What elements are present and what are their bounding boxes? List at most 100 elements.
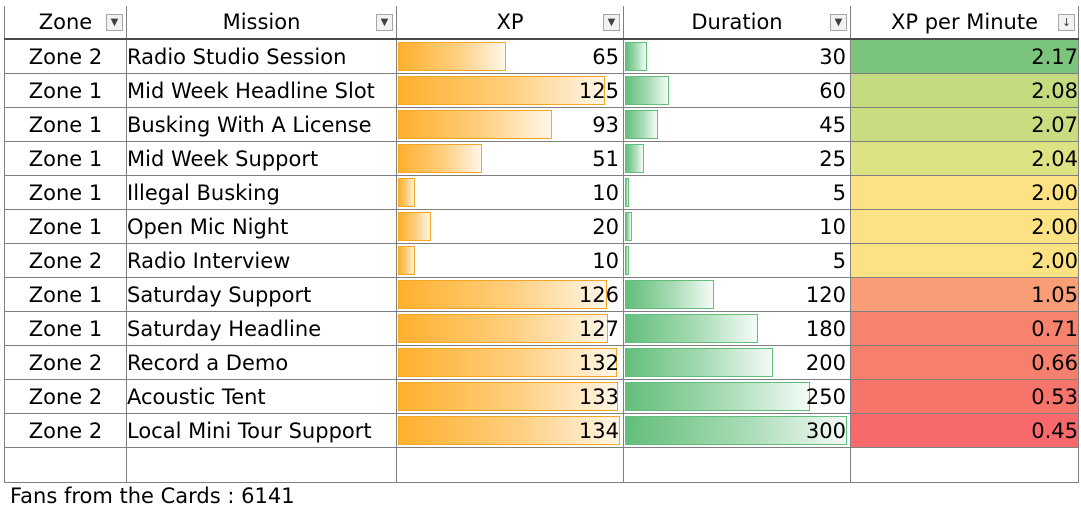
- xp-cell[interactable]: 133: [396, 379, 624, 414]
- duration-cell[interactable]: 5: [623, 175, 851, 210]
- duration-data-bar: [625, 382, 810, 411]
- xp-cell[interactable]: 10: [396, 243, 624, 278]
- xp-cell[interactable]: 127: [396, 311, 624, 346]
- duration-cell[interactable]: 10: [623, 209, 851, 244]
- duration-cell[interactable]: 30: [623, 38, 851, 74]
- xp-cell-value: 133: [578, 384, 619, 409]
- empty-cell[interactable]: [4, 447, 127, 483]
- xp-cell[interactable]: 51: [396, 141, 624, 176]
- xp-cell-value: 125: [578, 78, 619, 103]
- missions-table: Zone ▼ Mission ▼ XP ▼ Duration ▼ XP per …: [4, 6, 1079, 483]
- table-row: Zone 2 Radio Interview 10 5 2.00: [4, 243, 1079, 278]
- duration-cell-value: 10: [819, 214, 846, 239]
- duration-cell[interactable]: 180: [623, 311, 851, 346]
- mission-cell[interactable]: Saturday Support: [126, 277, 397, 312]
- duration-cell-value: 250: [805, 384, 846, 409]
- xp-data-bar: [398, 110, 552, 139]
- xp-per-minute-cell[interactable]: 2.00: [850, 243, 1079, 278]
- xp-cell-value: 134: [578, 418, 619, 443]
- zone-cell[interactable]: Zone 2: [4, 413, 127, 448]
- mission-cell[interactable]: Busking With A License: [126, 107, 397, 142]
- xp-data-bar: [398, 416, 620, 445]
- xp-per-minute-cell[interactable]: 0.71: [850, 311, 1079, 346]
- xp-per-minute-cell[interactable]: 0.66: [850, 345, 1079, 380]
- zone-cell[interactable]: Zone 2: [4, 379, 127, 414]
- xp-cell[interactable]: 126: [396, 277, 624, 312]
- zone-cell[interactable]: Zone 1: [4, 141, 127, 176]
- duration-cell[interactable]: 25: [623, 141, 851, 176]
- xp-data-bar: [398, 314, 608, 343]
- mission-cell[interactable]: Mid Week Support: [126, 141, 397, 176]
- xp-cell[interactable]: 20: [396, 209, 624, 244]
- filter-dropdown-icon[interactable]: ▼: [376, 14, 393, 31]
- xp-data-bar: [398, 382, 618, 411]
- duration-cell[interactable]: 60: [623, 73, 851, 108]
- xp-per-minute-cell[interactable]: 0.53: [850, 379, 1079, 414]
- table-row: Zone 1 Saturday Headline 127 180 0.71: [4, 311, 1079, 346]
- duration-cell[interactable]: 200: [623, 345, 851, 380]
- xp-per-minute-cell[interactable]: 1.05: [850, 277, 1079, 312]
- xp-data-bar: [398, 348, 617, 377]
- duration-cell-value: 120: [805, 282, 846, 307]
- xp-per-minute-header-label: XP per Minute: [890, 10, 1038, 34]
- mission-cell[interactable]: Open Mic Night: [126, 209, 397, 244]
- duration-cell[interactable]: 120: [623, 277, 851, 312]
- duration-data-bar: [625, 76, 669, 105]
- duration-data-bar: [625, 110, 658, 139]
- xp-cell[interactable]: 125: [396, 73, 624, 108]
- duration-cell[interactable]: 300: [623, 413, 851, 448]
- duration-cell-value: 60: [819, 78, 846, 103]
- xp-per-minute-cell[interactable]: 2.00: [850, 175, 1079, 210]
- xp-cell[interactable]: 65: [396, 38, 624, 74]
- xp-cell[interactable]: 93: [396, 107, 624, 142]
- xp-data-bar: [398, 178, 415, 207]
- zone-cell[interactable]: Zone 1: [4, 175, 127, 210]
- duration-data-bar: [625, 42, 647, 71]
- xp-data-bar: [398, 76, 605, 105]
- xp-per-minute-cell[interactable]: 2.17: [850, 38, 1079, 74]
- xp-data-bar: [398, 246, 415, 275]
- zone-cell[interactable]: Zone 1: [4, 73, 127, 108]
- zone-cell[interactable]: Zone 2: [4, 345, 127, 380]
- mission-cell[interactable]: Illegal Busking: [126, 175, 397, 210]
- empty-cell[interactable]: [623, 447, 851, 483]
- duration-cell[interactable]: 5: [623, 243, 851, 278]
- mission-cell[interactable]: Saturday Headline: [126, 311, 397, 346]
- zone-cell[interactable]: Zone 1: [4, 107, 127, 142]
- xp-cell[interactable]: 132: [396, 345, 624, 380]
- mission-cell[interactable]: Local Mini Tour Support: [126, 413, 397, 448]
- mission-cell[interactable]: Record a Demo: [126, 345, 397, 380]
- fans-total-note: Fans from the Cards : 6141: [10, 484, 295, 508]
- xp-per-minute-cell[interactable]: 2.07: [850, 107, 1079, 142]
- zone-cell[interactable]: Zone 2: [4, 243, 127, 278]
- duration-cell[interactable]: 250: [623, 379, 851, 414]
- mission-cell[interactable]: Radio Studio Session: [126, 38, 397, 74]
- duration-data-bar: [625, 246, 629, 275]
- zone-cell[interactable]: Zone 2: [4, 38, 127, 74]
- xp-cell[interactable]: 10: [396, 175, 624, 210]
- xp-cell[interactable]: 134: [396, 413, 624, 448]
- mission-cell[interactable]: Radio Interview: [126, 243, 397, 278]
- mission-cell[interactable]: Acoustic Tent: [126, 379, 397, 414]
- xp-per-minute-cell[interactable]: 2.04: [850, 141, 1079, 176]
- filter-dropdown-icon[interactable]: ▼: [106, 14, 123, 31]
- xp-cell-value: 93: [592, 112, 619, 137]
- zone-cell[interactable]: Zone 1: [4, 277, 127, 312]
- sort-descending-icon[interactable]: ↓: [1058, 14, 1075, 31]
- empty-cell[interactable]: [850, 447, 1079, 483]
- filter-dropdown-icon[interactable]: ▼: [830, 14, 847, 31]
- empty-cell[interactable]: [396, 447, 624, 483]
- xp-cell-value: 10: [592, 180, 619, 205]
- empty-cell[interactable]: [126, 447, 397, 483]
- duration-cell[interactable]: 45: [623, 107, 851, 142]
- xp-per-minute-cell[interactable]: 0.45: [850, 413, 1079, 448]
- zone-cell[interactable]: Zone 1: [4, 311, 127, 346]
- xp-per-minute-cell[interactable]: 2.00: [850, 209, 1079, 244]
- table-row: Zone 1 Mid Week Support 51 25 2.04: [4, 141, 1079, 176]
- filter-dropdown-icon[interactable]: ▼: [603, 14, 620, 31]
- xp-data-bar: [398, 42, 506, 71]
- zone-cell[interactable]: Zone 1: [4, 209, 127, 244]
- mission-cell[interactable]: Mid Week Headline Slot: [126, 73, 397, 108]
- table-row: Zone 1 Saturday Support 126 120 1.05: [4, 277, 1079, 312]
- xp-per-minute-cell[interactable]: 2.08: [850, 73, 1079, 108]
